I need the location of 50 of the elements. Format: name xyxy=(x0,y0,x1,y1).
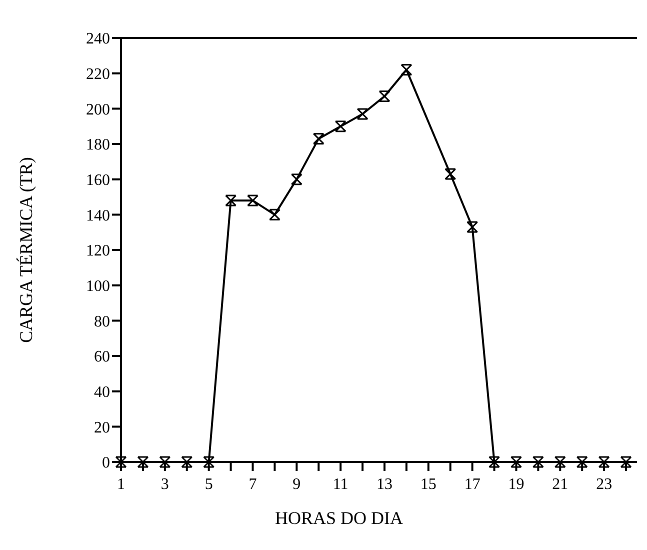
y-tick-label: 20 xyxy=(94,419,110,436)
point xyxy=(312,132,324,144)
y-tick-label: 240 xyxy=(86,30,110,48)
point xyxy=(576,456,588,468)
point xyxy=(378,90,390,102)
point xyxy=(444,168,456,180)
point xyxy=(203,456,215,468)
point xyxy=(488,456,500,468)
point xyxy=(137,456,149,468)
point xyxy=(115,456,127,468)
x-tick-label: 1 xyxy=(117,476,125,493)
point xyxy=(466,221,478,233)
point xyxy=(598,456,610,468)
y-tick-label: 100 xyxy=(86,278,110,295)
x-tick-label: 3 xyxy=(160,476,169,493)
x-tick-label: 13 xyxy=(376,476,392,493)
y-tick-label: 80 xyxy=(94,313,110,330)
point xyxy=(532,456,544,468)
x-tick-label: 21 xyxy=(552,476,568,493)
x-tick-label: 15 xyxy=(420,476,436,493)
point xyxy=(181,456,193,468)
y-axis-title: CARGA TÉRMICA (TR) xyxy=(16,157,36,343)
point xyxy=(620,456,632,468)
point xyxy=(334,120,346,132)
y-tick-label: 160 xyxy=(86,172,110,189)
point xyxy=(246,194,258,206)
x-tick-label: 5 xyxy=(204,476,213,493)
y-tick-label: 0 xyxy=(102,454,110,472)
point xyxy=(225,194,237,206)
y-tick-label: 60 xyxy=(94,348,110,366)
point xyxy=(290,174,302,186)
x-tick-label: 11 xyxy=(332,476,348,493)
y-tick-label: 180 xyxy=(86,136,110,154)
x-tick-label: 19 xyxy=(508,476,524,493)
x-axis-title: HORAS DO DIA xyxy=(274,508,404,528)
point xyxy=(356,108,368,120)
point xyxy=(554,456,566,468)
x-tick-label: 7 xyxy=(248,476,257,493)
point xyxy=(159,456,171,468)
y-tick-label: 220 xyxy=(86,66,110,83)
y-tick-label: 140 xyxy=(86,207,110,224)
point xyxy=(510,456,522,468)
x-tick-label: 17 xyxy=(464,476,480,493)
y-tick-label: 120 xyxy=(86,242,110,260)
point xyxy=(400,64,412,76)
x-tick-label: 9 xyxy=(292,476,301,493)
x-tick-label: 23 xyxy=(596,476,612,493)
y-tick-label: 200 xyxy=(86,101,110,118)
point xyxy=(268,208,280,220)
y-tick-label: 40 xyxy=(94,384,110,401)
